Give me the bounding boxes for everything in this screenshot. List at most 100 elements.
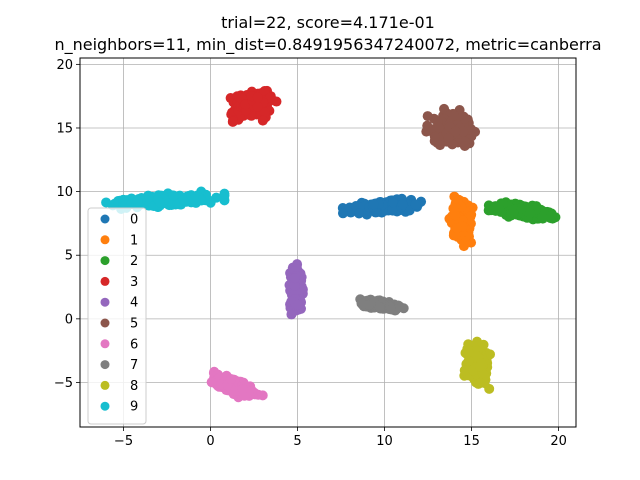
x-tick-label: 5 [293, 434, 301, 449]
data-point [206, 377, 217, 388]
legend-label: 9 [130, 400, 138, 415]
data-point [490, 201, 501, 212]
data-point [289, 273, 300, 284]
title-line-1: trial=22, score=4.171e-01 [221, 13, 435, 32]
y-tick-label: 15 [56, 121, 73, 136]
data-point [363, 299, 374, 310]
data-point [478, 339, 489, 350]
chart-title: trial=22, score=4.171e-01 n_neighbors=11… [54, 13, 601, 55]
data-point [289, 280, 300, 291]
x-tick-label: 15 [463, 434, 480, 449]
data-point [388, 197, 399, 208]
legend-label: 7 [130, 358, 138, 373]
legend-marker [100, 401, 110, 411]
data-point [168, 190, 179, 201]
legend-marker [100, 256, 110, 266]
y-tick-label: 20 [56, 58, 73, 73]
x-tick-label: 20 [550, 434, 567, 449]
x-tick-label: 0 [206, 434, 214, 449]
series-8 [459, 336, 495, 394]
data-point [229, 385, 240, 396]
data-point [259, 106, 270, 117]
legend-label: 1 [130, 233, 138, 248]
plot-frame [79, 57, 577, 428]
y-tick-label: 0 [65, 312, 73, 327]
data-point [132, 196, 143, 207]
data-point [101, 197, 112, 208]
legend-label: 4 [130, 296, 138, 311]
data-point [508, 207, 519, 218]
data-point [475, 377, 486, 388]
data-point [537, 210, 548, 221]
data-point [189, 194, 200, 205]
legend-marker [100, 297, 110, 307]
data-point [484, 349, 495, 360]
data-point [228, 116, 239, 127]
legend-marker [100, 339, 110, 349]
legend-label: 5 [130, 317, 138, 332]
data-point [374, 302, 385, 313]
data-point [463, 348, 474, 359]
legend-marker [100, 380, 110, 390]
data-point [433, 122, 444, 133]
data-point [259, 86, 270, 97]
legend-label: 8 [130, 379, 138, 394]
data-point [237, 384, 248, 395]
data-point [410, 199, 421, 210]
data-point [257, 390, 268, 401]
data-point [449, 110, 460, 121]
data-point [386, 304, 397, 315]
legend-marker [100, 214, 110, 224]
data-point [397, 199, 408, 210]
data-point [525, 207, 536, 218]
data-point [450, 126, 461, 137]
data-point [429, 132, 440, 142]
data-point [448, 203, 459, 214]
series-2 [483, 197, 561, 225]
data-point [475, 361, 486, 372]
grid [80, 58, 576, 427]
data-point [225, 373, 236, 384]
data-point [463, 355, 474, 366]
data-point [219, 188, 230, 199]
legend-label: 3 [130, 275, 138, 290]
data-point [178, 195, 189, 206]
series-9 [101, 186, 230, 214]
legend-label: 6 [130, 337, 138, 352]
data-point [252, 92, 263, 103]
legend-label: 0 [130, 213, 138, 228]
legend-marker [100, 318, 110, 328]
data-point [459, 140, 470, 151]
data-point [252, 101, 263, 112]
legend-marker [100, 235, 110, 245]
series-3 [225, 85, 282, 127]
data-point [439, 103, 450, 114]
data-point [257, 115, 268, 126]
y-tick-label: 5 [65, 249, 73, 264]
series-1 [444, 191, 478, 252]
legend-marker [100, 360, 110, 370]
data-point [435, 140, 446, 151]
series-5 [421, 103, 481, 151]
series-6 [206, 366, 268, 403]
data-point [368, 199, 379, 210]
data-point [458, 126, 469, 137]
x-tick-label: −5 [114, 434, 133, 449]
data-points [101, 85, 561, 403]
series-0 [337, 193, 427, 220]
series-7 [355, 294, 409, 316]
data-point [421, 126, 432, 137]
data-point [154, 197, 165, 208]
data-point [337, 208, 348, 219]
data-point [451, 223, 462, 234]
data-point [546, 210, 557, 221]
legend-label: 2 [130, 254, 138, 269]
series-4 [284, 259, 308, 320]
data-point [459, 365, 470, 376]
data-point [292, 299, 303, 310]
title-line-2: n_neighbors=11, min_dist=0.8491956347240… [54, 35, 601, 55]
y-tick-label: −5 [54, 376, 73, 391]
legend-marker [100, 276, 110, 286]
data-point [478, 369, 489, 380]
